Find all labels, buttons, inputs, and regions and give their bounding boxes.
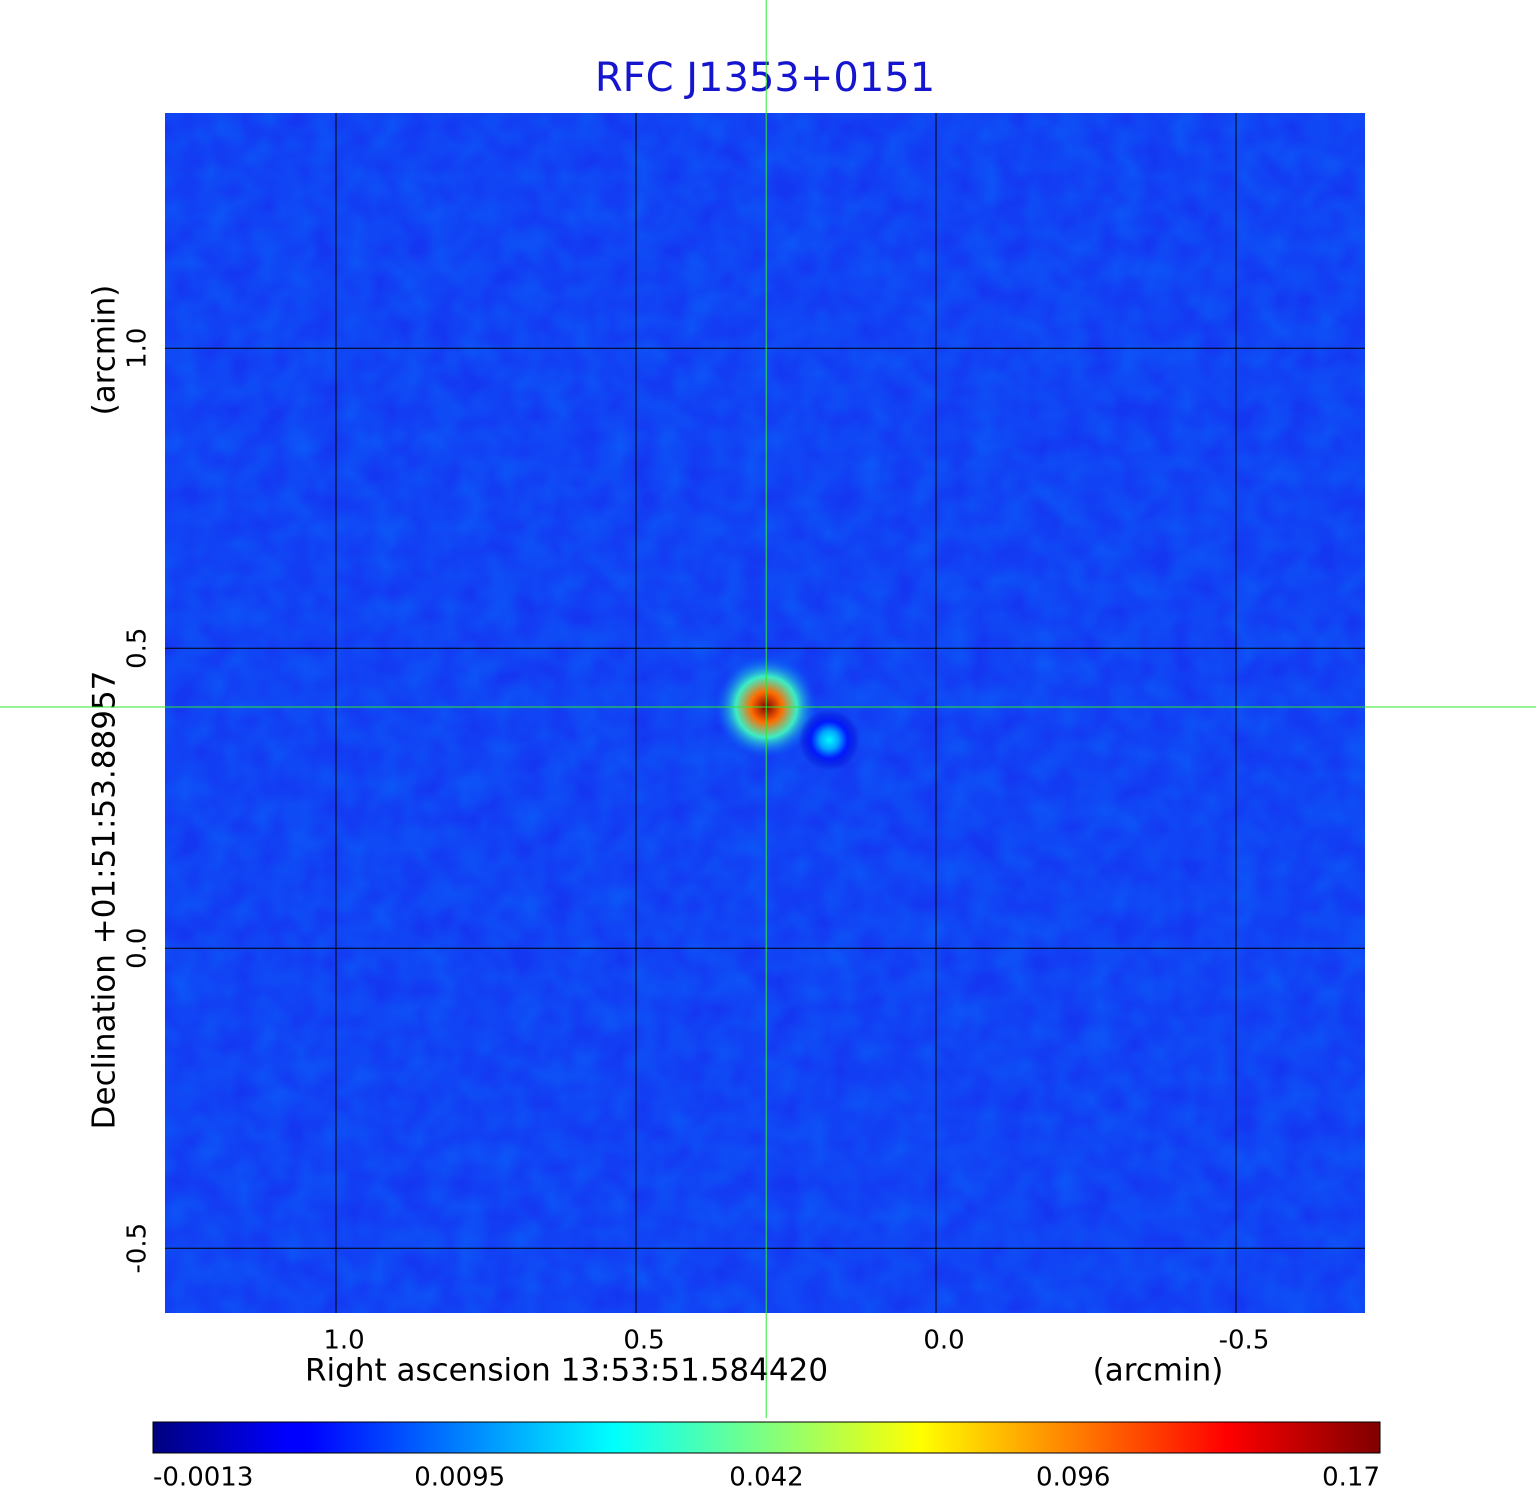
chart-title: RFC J1353+0151 [595, 55, 935, 101]
x-tick-label: 1.0 [323, 1326, 364, 1356]
colorbar-tick-label: 0.0095 [414, 1463, 505, 1493]
colorbar-tick-label: -0.0013 [153, 1463, 253, 1493]
colorbar [152, 1421, 1381, 1454]
colorbar-tick-label: 0.096 [1036, 1463, 1110, 1493]
y-tick-label: -0.5 [123, 1223, 153, 1274]
colorbar-tick-label: 0.042 [729, 1463, 803, 1493]
y-tick-label: 0.5 [123, 628, 153, 669]
y-axis-unit: (arcmin) [87, 285, 123, 416]
colorbar-tick-label: 0.17 [1322, 1463, 1380, 1493]
source [798, 709, 860, 771]
y-tick-label: 0.0 [123, 928, 153, 969]
y-tick-label: 1.0 [123, 328, 153, 369]
y-axis-label: Declination +01:51:53.88957 [87, 671, 123, 1130]
x-axis-unit: (arcmin) [1093, 1353, 1224, 1389]
x-tick-label: -0.5 [1219, 1326, 1270, 1356]
x-tick-label: 0.0 [923, 1326, 964, 1356]
x-tick-label: 0.5 [623, 1326, 664, 1356]
x-axis-label: Right ascension 13:53:51.584420 [305, 1353, 828, 1389]
